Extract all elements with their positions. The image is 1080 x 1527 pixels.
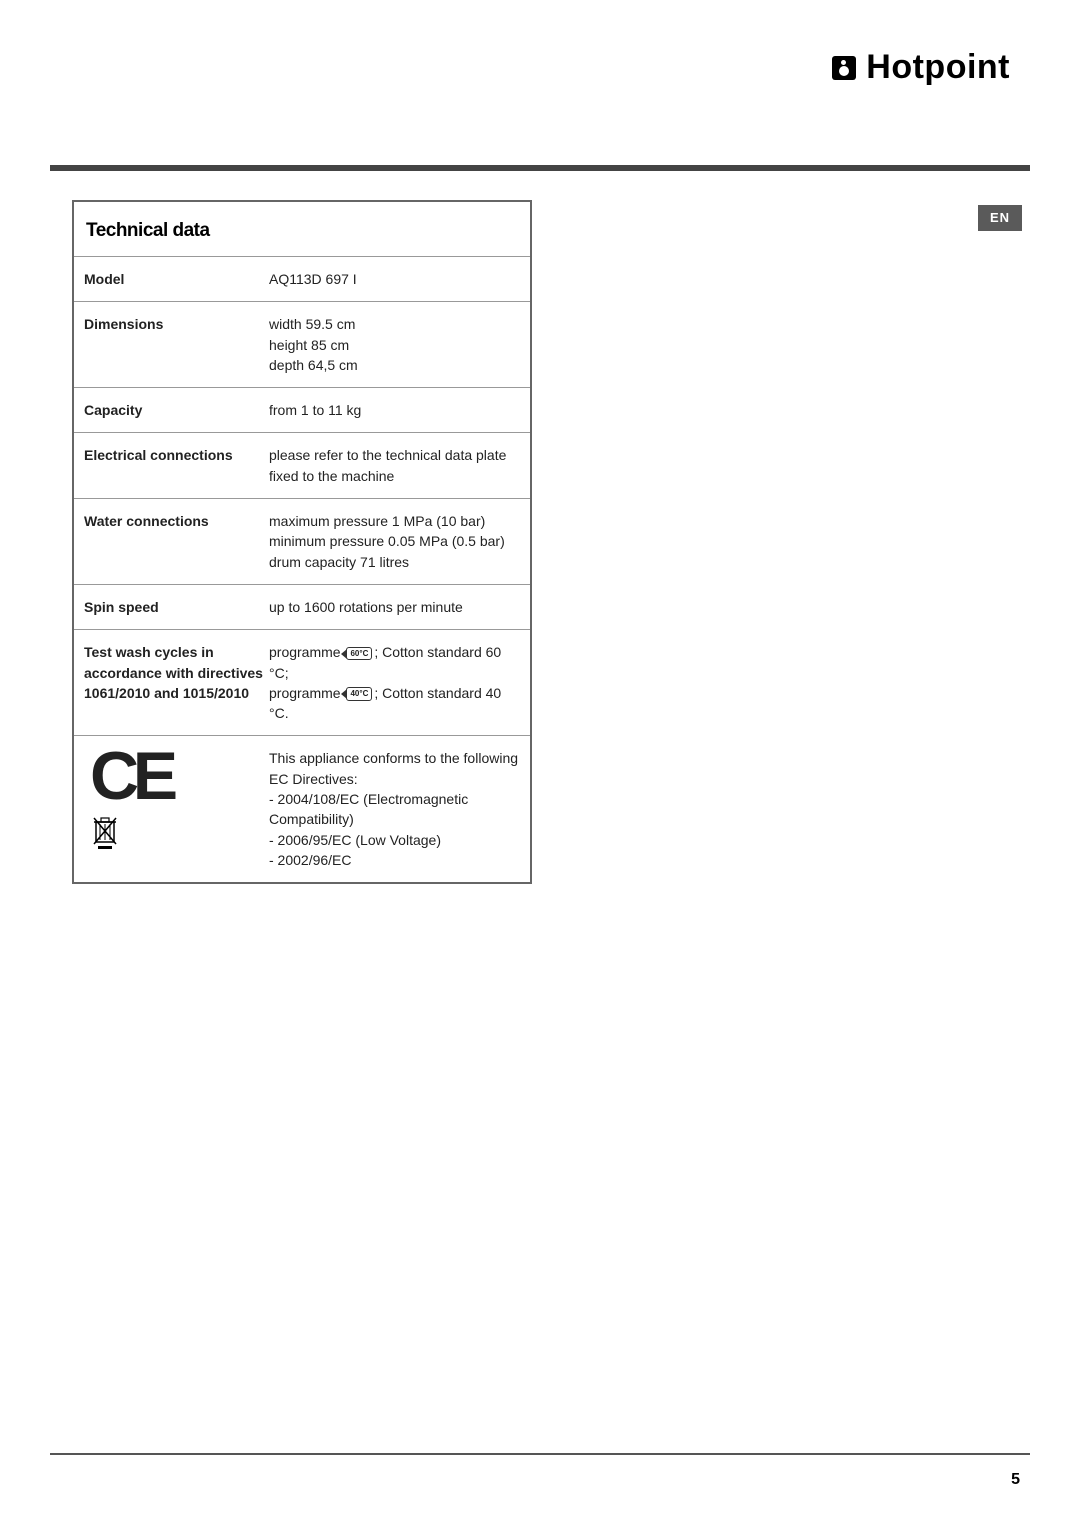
label-model: Model — [84, 269, 269, 289]
compliance-icons: C E — [84, 748, 269, 870]
label-electrical: Electrical connections — [84, 445, 269, 486]
row-directives: C E This appliance conforms to the follo… — [74, 736, 530, 882]
row-capacity: Capacity from 1 to 11 kg — [74, 388, 530, 433]
label-test-cycles: Test wash cycles in accordance with dire… — [84, 642, 269, 723]
value-model: AQ113D 697 I — [269, 269, 520, 289]
value-directives: This appliance conforms to the following… — [269, 748, 520, 870]
value-capacity: from 1 to 11 kg — [269, 400, 520, 420]
row-electrical: Electrical connections please refer to t… — [74, 433, 530, 499]
value-test-cycles: programme 60°C; Cotton standard 60 °C;pr… — [269, 642, 520, 723]
language-badge: EN — [978, 205, 1022, 231]
row-model: Model AQ113D 697 I — [74, 257, 530, 302]
table-title: Technical data — [74, 202, 530, 257]
weee-bin-icon — [90, 814, 120, 850]
value-electrical: please refer to the technical data plate… — [269, 445, 520, 486]
page-number: 5 — [1011, 1471, 1020, 1489]
row-spin: Spin speed up to 1600 rotations per minu… — [74, 585, 530, 630]
label-spin: Spin speed — [84, 597, 269, 617]
brand-icon — [832, 56, 856, 80]
row-dimensions: Dimensions width 59.5 cm height 85 cm de… — [74, 302, 530, 388]
label-dimensions: Dimensions — [84, 314, 269, 375]
bottom-rule — [50, 1453, 1030, 1455]
label-capacity: Capacity — [84, 400, 269, 420]
top-rule — [50, 165, 1030, 171]
ce-mark-icon: C E — [90, 748, 172, 806]
label-water: Water connections — [84, 511, 269, 572]
value-dimensions: width 59.5 cm height 85 cm depth 64,5 cm — [269, 314, 520, 375]
row-water: Water connections maximum pressure 1 MPa… — [74, 499, 530, 585]
technical-data-table: Technical data Model AQ113D 697 I Dimens… — [72, 200, 532, 884]
brand-text: Hotpoint — [866, 48, 1010, 87]
brand-logo: Hotpoint — [832, 48, 1010, 87]
row-test-cycles: Test wash cycles in accordance with dire… — [74, 630, 530, 736]
value-spin: up to 1600 rotations per minute — [269, 597, 520, 617]
value-water: maximum pressure 1 MPa (10 bar) minimum … — [269, 511, 520, 572]
